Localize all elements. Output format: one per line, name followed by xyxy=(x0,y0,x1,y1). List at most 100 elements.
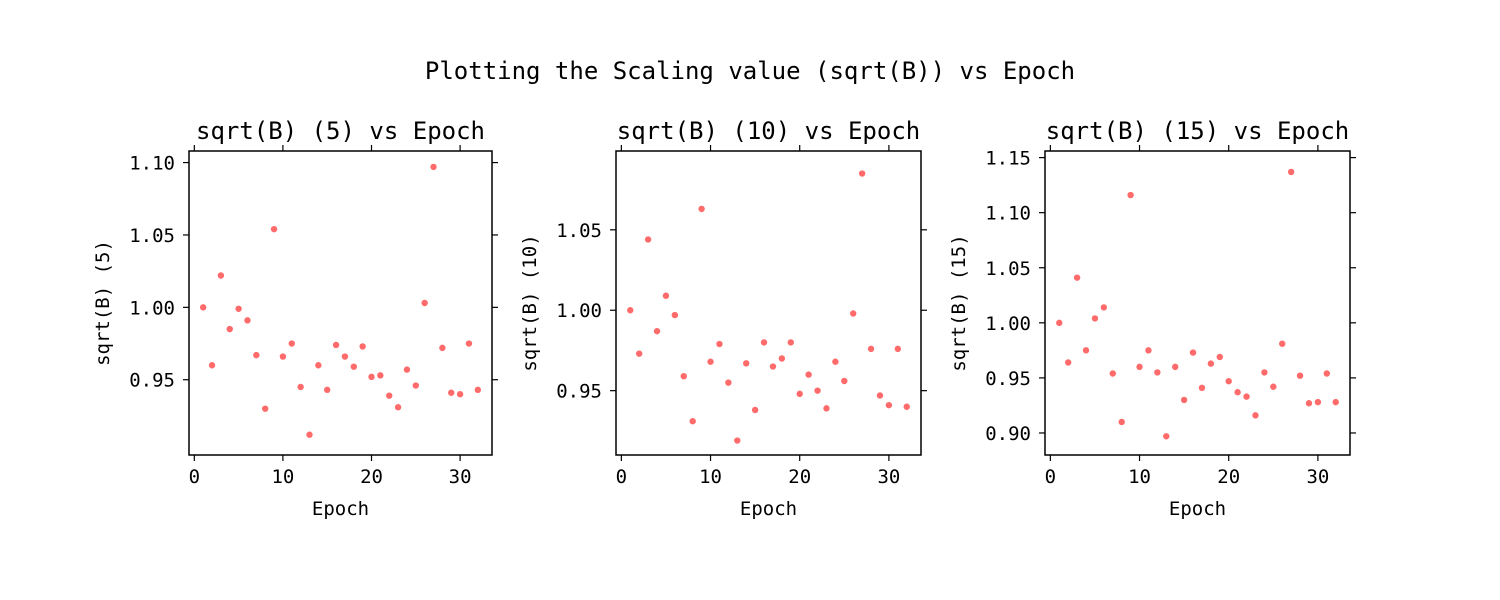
data-point xyxy=(261,405,269,412)
data-point xyxy=(279,353,287,360)
data-point xyxy=(1225,378,1232,385)
data-point xyxy=(805,371,812,378)
data-point xyxy=(680,372,687,380)
data-point xyxy=(823,405,830,412)
data-point xyxy=(858,170,866,177)
data-point xyxy=(903,403,910,410)
data-point xyxy=(270,225,278,233)
x-tick-label: 20 xyxy=(1217,466,1240,488)
x-tick-label: 10 xyxy=(1128,466,1151,488)
data-point xyxy=(235,305,242,312)
subplot-3: sqrt(B) (15) vs Epoch 0 10 20 30 0.90 0.95 1.00… xyxy=(948,117,1356,520)
data-point xyxy=(1082,347,1090,354)
x-tick-label: 30 xyxy=(1306,466,1329,488)
data-point xyxy=(832,358,839,365)
data-point xyxy=(841,377,848,385)
y-tick-label: 0.90 xyxy=(985,423,1031,445)
data-point xyxy=(430,163,437,171)
subplot-1: sqrt(B) (5) vs Epoch 0 10 20 30 0.95 1.00 1.05 1… xyxy=(92,117,498,520)
data-point xyxy=(226,325,233,333)
data-point xyxy=(1261,369,1268,376)
data-point xyxy=(474,386,482,394)
data-point xyxy=(698,205,705,213)
x-tick-label: 0 xyxy=(1045,466,1056,488)
x-tick-label: 0 xyxy=(616,466,627,488)
data-point xyxy=(1136,363,1143,371)
y-axis-label: sqrt(B) (5) xyxy=(92,240,114,366)
data-point xyxy=(208,362,216,369)
data-point xyxy=(1127,191,1134,199)
data-point xyxy=(1252,412,1259,419)
data-point xyxy=(644,236,652,243)
data-point xyxy=(217,272,225,279)
data-point xyxy=(350,363,357,370)
data-point xyxy=(894,345,902,353)
subplot-title: sqrt(B) (5) vs Epoch xyxy=(196,117,485,145)
x-tick-label: 30 xyxy=(877,466,900,488)
data-point xyxy=(1154,369,1161,376)
x-tick-label: 10 xyxy=(271,466,294,488)
data-point xyxy=(725,379,732,386)
data-point xyxy=(386,392,393,399)
data-point xyxy=(394,404,402,411)
data-point xyxy=(1145,347,1152,354)
data-point xyxy=(456,391,464,398)
data-point xyxy=(734,437,741,444)
data-point xyxy=(662,292,670,299)
data-point xyxy=(1064,359,1072,366)
data-point xyxy=(1207,360,1215,367)
data-point xyxy=(627,307,634,314)
y-axis-label: sqrt(B) (10) xyxy=(519,234,541,371)
subplot-title: sqrt(B) (15) vs Epoch xyxy=(1046,117,1349,145)
data-point xyxy=(1279,340,1286,347)
data-point xyxy=(1216,353,1223,361)
x-axis-label: Epoch xyxy=(740,498,797,520)
data-point xyxy=(403,366,411,373)
data-point xyxy=(1091,315,1099,322)
data-point xyxy=(332,341,340,349)
data-point xyxy=(1189,349,1197,356)
y-tick-label: 0.95 xyxy=(556,381,602,403)
axes-frame xyxy=(1044,150,1351,456)
subplot-panels: sqrt(B) (5) vs Epoch 0 10 20 30 0.95 1.00 1.05 1… xyxy=(92,117,1356,520)
data-point xyxy=(1270,383,1277,390)
x-tick-label: 20 xyxy=(788,466,811,488)
data-point xyxy=(1100,304,1108,311)
data-point xyxy=(1109,370,1116,377)
y-tick-label: 1.15 xyxy=(985,148,1031,170)
y-tick-label: 1.05 xyxy=(985,258,1031,280)
x-tick-label: 0 xyxy=(189,466,200,488)
x-tick-label: 10 xyxy=(699,466,722,488)
data-point xyxy=(743,360,750,367)
y-tick-label: 1.05 xyxy=(556,220,602,242)
data-point xyxy=(1234,389,1241,396)
data-point xyxy=(1172,363,1179,371)
data-point xyxy=(850,310,857,317)
y-tick-label: 1.05 xyxy=(129,225,175,247)
data-point xyxy=(751,406,759,414)
data-point xyxy=(796,390,803,398)
data-point xyxy=(707,358,714,365)
data-point xyxy=(1056,319,1063,327)
y-tick-label: 1.00 xyxy=(556,300,602,322)
data-point xyxy=(885,401,893,409)
data-point xyxy=(199,304,207,311)
data-point xyxy=(716,340,723,348)
data-point xyxy=(689,418,696,425)
data-point xyxy=(1323,370,1331,377)
data-point xyxy=(1180,396,1188,404)
x-axis-label: Epoch xyxy=(312,498,369,520)
x-axis-label: Epoch xyxy=(1169,498,1226,520)
y-tick-label: 0.95 xyxy=(985,368,1031,390)
data-point xyxy=(1332,398,1339,406)
subplot-title: sqrt(B) (10) vs Epoch xyxy=(617,117,920,145)
data-point xyxy=(671,311,679,319)
data-point xyxy=(465,340,473,347)
data-point xyxy=(1287,168,1295,176)
data-point xyxy=(1296,372,1304,379)
data-point xyxy=(787,339,794,346)
data-point xyxy=(368,373,375,381)
data-point xyxy=(288,340,295,347)
data-point xyxy=(1305,400,1313,407)
figure-suptitle: Plotting the Scaling value (sqrt(B)) vs … xyxy=(425,57,1075,85)
